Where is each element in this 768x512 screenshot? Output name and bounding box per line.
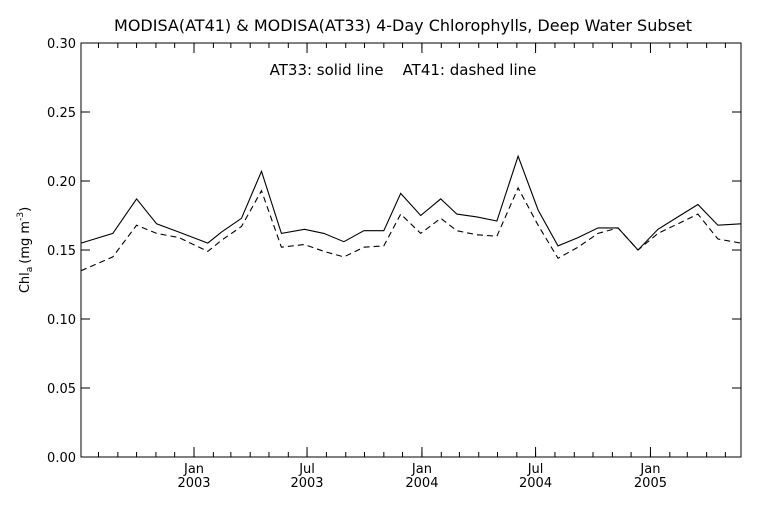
x-tick-month: Jan (183, 462, 204, 477)
x-tick-year: 2003 (177, 476, 210, 491)
x-tick-month: Jan (639, 462, 660, 477)
x-tick-year: 2004 (405, 476, 438, 491)
x-tick-month: Jul (527, 462, 544, 477)
series-line-at33 (80, 154, 742, 251)
y-tick-label: 0.05 (47, 382, 76, 397)
y-tick-label: 0.00 (47, 451, 76, 466)
series-annotation: AT33: solid line AT41: dashed line (270, 61, 537, 79)
y-tick-label: 0.20 (47, 175, 76, 190)
chart-title: MODISA(AT41) & MODISA(AT33) 4-Day Chloro… (114, 16, 692, 35)
x-tick-month: Jan (411, 462, 432, 477)
plot-frame (80, 42, 742, 458)
y-tick-label: 0.25 (47, 106, 76, 121)
x-tick-year: 2005 (634, 476, 667, 491)
x-tick-year: 2003 (290, 476, 323, 491)
x-tick-month: Jul (298, 462, 315, 477)
x-tick-year: 2004 (519, 476, 552, 491)
y-axis: 0.00 0.05 0.10 0.15 0.20 0.25 0.30 (47, 37, 741, 466)
series-line-at41 (80, 186, 742, 272)
series-layer (80, 154, 742, 272)
y-tick-label: 0.15 (47, 244, 76, 259)
y-axis-label: Chla(mg m-3) (16, 207, 35, 293)
y-tick-label: 0.30 (47, 37, 76, 52)
y-tick-label: 0.10 (47, 313, 76, 328)
